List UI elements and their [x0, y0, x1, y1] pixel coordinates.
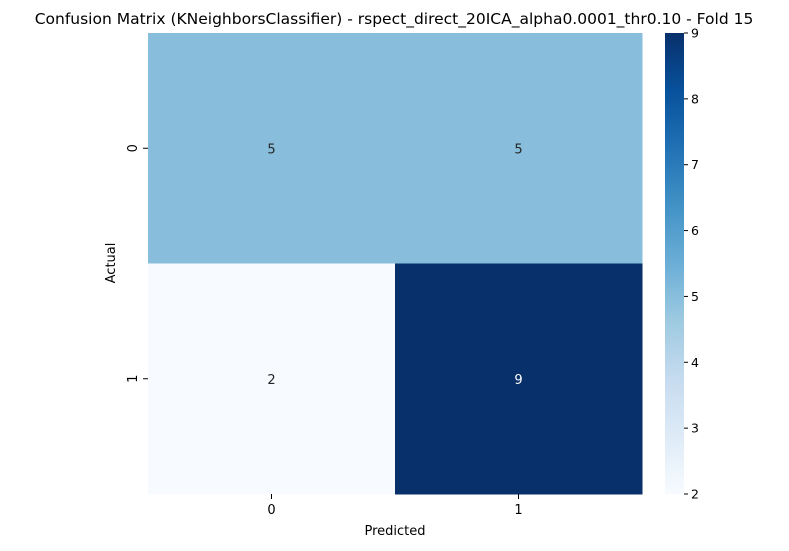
colorbar-tick-label-7: 9: [691, 26, 699, 41]
cell-value-label-0-1: 5: [514, 142, 522, 157]
colorbar-tick-label-3: 5: [691, 289, 699, 304]
heatmap-cell-1-1: [395, 263, 643, 495]
colorbar-tick-label-2: 4: [691, 355, 699, 370]
x-tick-label-1: 1: [514, 503, 522, 518]
heatmap-cell-0-0: [148, 33, 396, 264]
colorbar-tick-label-4: 6: [691, 223, 699, 238]
cell-value-label-0-0: 5: [267, 142, 275, 157]
heatmap-cell-labels: 5 5 2 9: [267, 142, 522, 388]
y-tick-label-1: 1: [126, 375, 141, 383]
heatmap-cell-0-1: [395, 33, 643, 264]
y-axis-ticks: 01: [126, 144, 148, 383]
colorbar-tick-label-5: 7: [691, 157, 699, 172]
chart-title: Confusion Matrix (KNeighborsClassifier) …: [35, 10, 754, 29]
colorbar-tick-label-0: 2: [691, 487, 699, 502]
y-tick-label-0: 0: [126, 144, 141, 152]
cell-value-label-1-1: 9: [514, 373, 522, 388]
x-tick-label-0: 0: [267, 503, 275, 518]
colorbar-tick-label-6: 8: [691, 91, 699, 106]
colorbar: [665, 33, 684, 494]
heatmap-cells: [148, 33, 643, 495]
heatmap-cell-1-0: [148, 263, 396, 495]
y-axis-label: Actual: [104, 243, 119, 284]
colorbar-ticks: 2 3 4 5 6 7 8 9: [684, 26, 699, 502]
cell-value-label-1-0: 2: [267, 373, 275, 388]
colorbar-tick-label-1: 3: [691, 421, 699, 436]
x-axis-label: Predicted: [364, 524, 425, 539]
